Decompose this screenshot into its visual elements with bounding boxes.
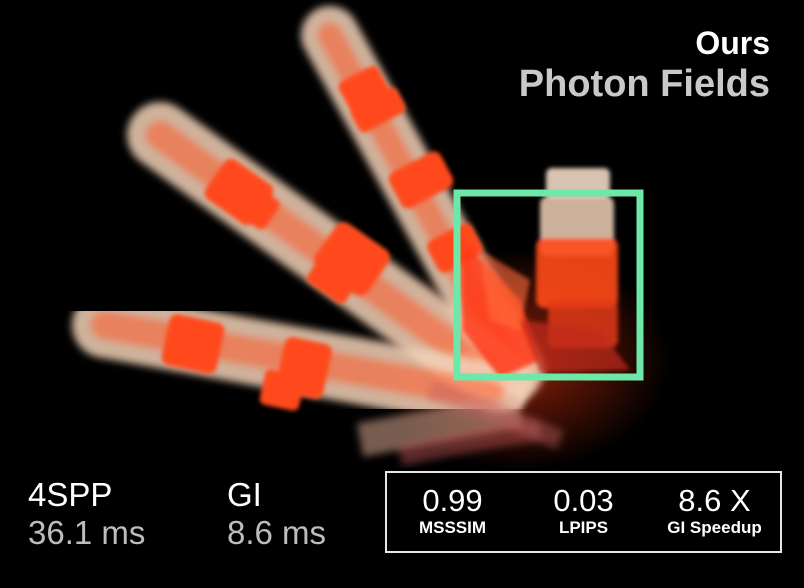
metric-name: LPIPS: [558, 518, 609, 537]
finger-lower: [356, 380, 565, 466]
metric-lpips: 0.03 LPIPS: [518, 473, 649, 551]
highlight-box: [453, 189, 644, 381]
metric-gi-speedup: 8.6 X GI Speedup: [649, 473, 780, 551]
palm: [462, 240, 630, 378]
stat-4spp: 4SPP 36.1 ms: [28, 476, 145, 552]
metrics-box: 0.99 MSSSIM 0.03 LPIPS 8.6 X GI Speedup: [385, 471, 782, 553]
finger-middle-left-joints: [161, 314, 332, 411]
method-legend: Ours Photon Fields: [519, 24, 770, 106]
metric-msssim: 0.99 MSSSIM: [387, 473, 518, 551]
metric-value: 0.03: [553, 483, 614, 518]
finger-upper-left-joints: [204, 158, 390, 304]
metric-name: MSSSIM: [418, 518, 487, 537]
stat-gi: GI 8.6 ms: [227, 476, 326, 552]
legend-photon-fields: Photon Fields: [518, 63, 770, 105]
metric-value: 8.6 X: [678, 483, 751, 518]
stat-label: 4SPP: [28, 476, 113, 513]
stat-label: GI: [227, 476, 262, 513]
metric-value: 0.99: [422, 483, 483, 518]
stat-time: 8.6 ms: [227, 514, 327, 551]
stat-time: 36.1 ms: [28, 514, 146, 551]
legend-ours: Ours: [695, 25, 770, 61]
metric-name: GI Speedup: [667, 518, 762, 537]
